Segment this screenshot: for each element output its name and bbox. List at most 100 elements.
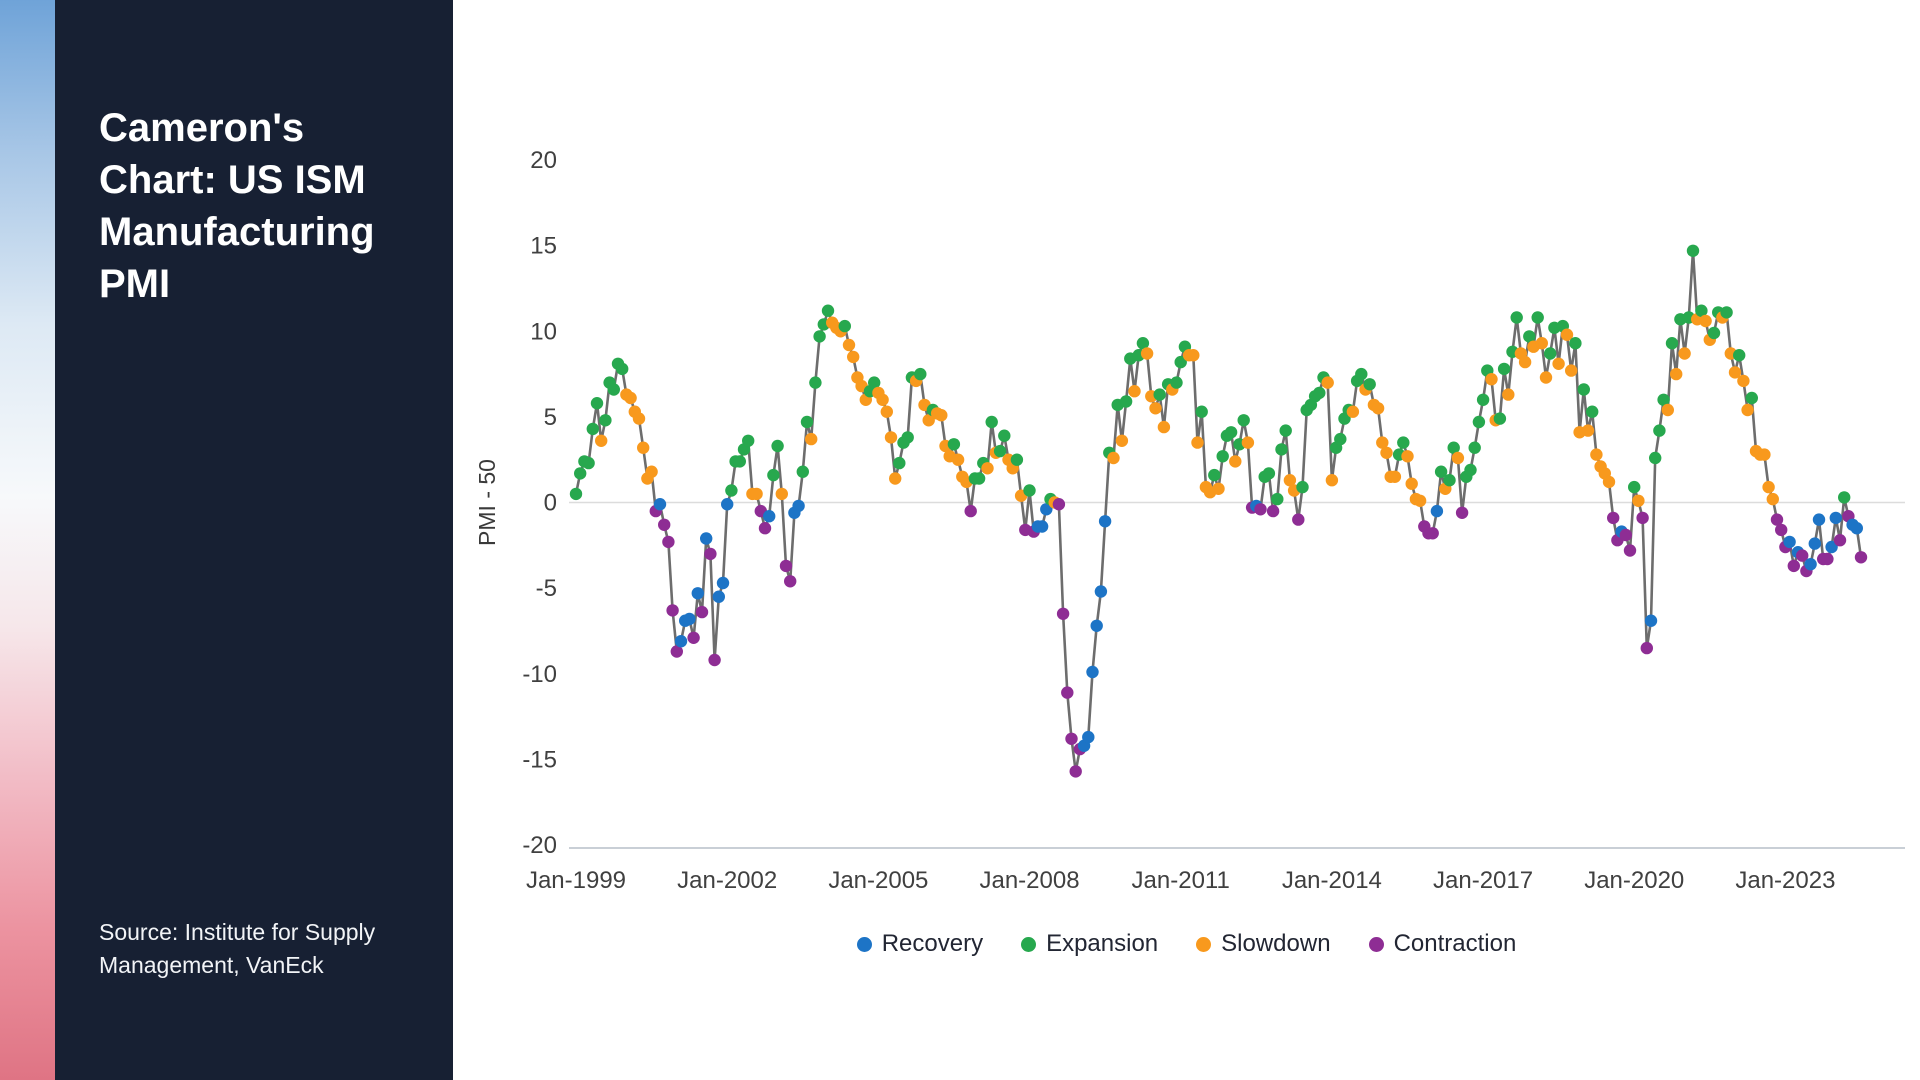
data-point — [1388, 470, 1402, 483]
data-point — [1052, 498, 1066, 511]
data-point — [1695, 304, 1708, 317]
data-point — [981, 462, 994, 475]
data-point — [691, 587, 704, 600]
legend-label-recovery: Recovery — [881, 930, 984, 957]
data-point — [1775, 523, 1788, 537]
data-point — [779, 559, 793, 573]
data-point — [1741, 403, 1754, 417]
data-point — [1430, 504, 1444, 518]
data-point — [1056, 607, 1070, 620]
data-point — [868, 376, 881, 389]
data-point — [1636, 511, 1649, 525]
data-point — [1149, 402, 1162, 415]
data-point — [1825, 540, 1838, 554]
data-point — [1552, 357, 1565, 370]
data-point — [805, 432, 818, 446]
contraction-dot-icon — [1368, 936, 1384, 952]
data-point — [1023, 484, 1036, 497]
data-point — [1737, 374, 1750, 388]
data-point — [1560, 328, 1574, 341]
data-point — [607, 383, 620, 396]
data-point — [1590, 448, 1603, 461]
data-point — [993, 444, 1007, 458]
data-point — [1733, 349, 1746, 362]
y-tick-label: -10 — [522, 661, 557, 688]
data-point — [1447, 441, 1460, 454]
data-point — [1707, 326, 1721, 340]
data-point — [1283, 474, 1297, 487]
data-point — [893, 456, 906, 470]
data-point — [1581, 424, 1595, 437]
data-point — [922, 414, 935, 427]
sidebar: Cameron's Chart: US ISM Manufacturing PM… — [55, 0, 453, 1080]
data-point — [599, 414, 612, 427]
data-point — [1628, 480, 1641, 494]
data-point — [1812, 513, 1826, 526]
data-point — [1502, 388, 1515, 401]
y-tick-label: 5 — [544, 404, 557, 431]
data-point — [951, 453, 965, 466]
y-tick-label: 20 — [530, 147, 557, 174]
data-point — [889, 472, 902, 485]
data-point — [1363, 378, 1376, 391]
data-point — [1212, 482, 1225, 495]
data-point — [595, 434, 608, 447]
legend-label-contraction: Contraction — [1393, 930, 1517, 957]
chart-panel: 20 15 10 5 0 -5 -10 -15 -20 Jan-1999 Jan-2002 Jan-2… — [453, 0, 1920, 1080]
data-point — [1187, 349, 1200, 362]
data-point — [725, 484, 738, 497]
data-point — [1254, 503, 1267, 516]
data-point — [1758, 448, 1771, 461]
data-point — [750, 487, 763, 501]
data-point — [1762, 480, 1775, 494]
data-point — [1082, 730, 1095, 744]
legend-item-expansion: Expansion — [1021, 930, 1158, 958]
data-point — [1493, 412, 1507, 425]
data-point — [721, 498, 734, 511]
data-point — [1607, 511, 1620, 525]
data-point — [1153, 388, 1166, 401]
data-point — [847, 350, 860, 364]
data-point — [1686, 244, 1700, 257]
data-point — [695, 605, 709, 619]
data-point — [1107, 451, 1120, 465]
slowdown-dot-icon — [1196, 936, 1212, 952]
legend-item-recovery: Recovery — [856, 930, 984, 958]
x-tick-label: Jan-2014 — [1282, 867, 1382, 894]
data-point — [1640, 641, 1654, 655]
data-point — [1539, 371, 1553, 384]
data-point — [880, 405, 893, 418]
data-point — [1476, 393, 1490, 406]
data-point — [683, 612, 696, 626]
y-tick-label: -5 — [536, 575, 557, 602]
data-point — [1174, 355, 1187, 369]
data-point — [763, 510, 776, 523]
data-point — [1833, 534, 1847, 547]
data-point — [1829, 511, 1843, 525]
data-point — [1157, 420, 1171, 434]
data-point — [666, 604, 679, 617]
data-point — [1745, 391, 1759, 405]
data-point — [1653, 424, 1666, 437]
data-point — [1140, 347, 1154, 360]
data-point — [1334, 432, 1347, 446]
data-point — [1497, 362, 1511, 376]
data-point — [624, 391, 637, 405]
data-point — [645, 465, 658, 478]
data-point — [1783, 535, 1796, 549]
data-point — [670, 645, 683, 658]
recovery-dot-icon — [856, 936, 872, 952]
data-point — [838, 319, 851, 333]
data-point — [1854, 551, 1868, 564]
data-point — [1313, 386, 1326, 400]
data-point — [1405, 477, 1418, 490]
data-point — [800, 415, 814, 429]
legend-label-expansion: Expansion — [1046, 930, 1159, 957]
data-point — [1468, 441, 1481, 454]
chart-legend: Recovery Expansion Slowdown Contraction — [453, 930, 1920, 958]
data-point — [901, 431, 914, 444]
data-point — [1535, 337, 1549, 350]
y-tick-label: 10 — [530, 318, 557, 345]
data-point — [1376, 436, 1389, 449]
